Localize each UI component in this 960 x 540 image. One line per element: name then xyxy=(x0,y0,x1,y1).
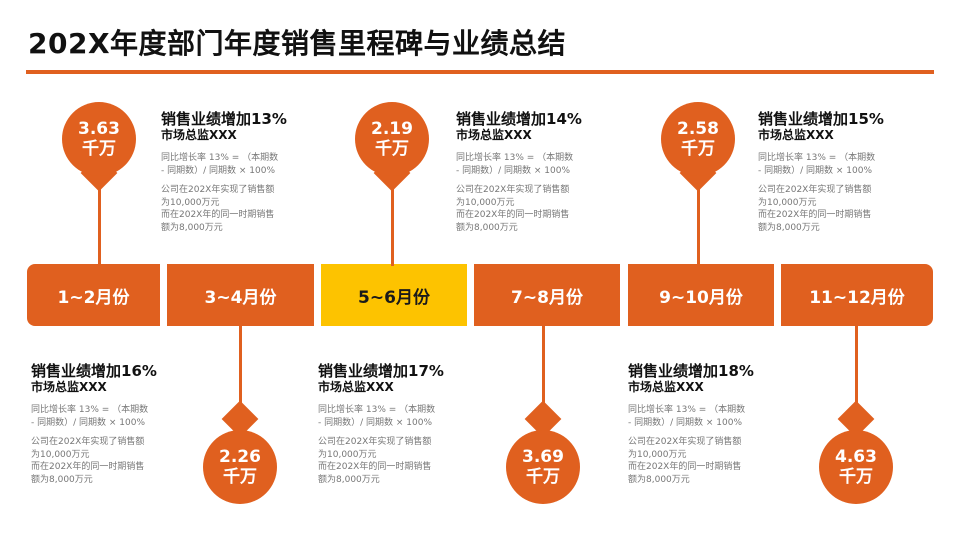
connector-line xyxy=(697,180,700,266)
milestone-bubble: 2.58 千万 xyxy=(661,102,735,176)
timeline-segment-label: 11~12月份 xyxy=(809,287,905,308)
milestone-heading: 销售业绩增加17% xyxy=(318,362,444,380)
milestone-owner: 市场总监XXX xyxy=(628,380,704,394)
connector-line xyxy=(239,324,242,424)
milestone-unit: 千万 xyxy=(681,139,715,159)
timeline-segment-label: 1~2月份 xyxy=(57,287,130,308)
milestone-owner: 市场总监XXX xyxy=(318,380,394,394)
milestone-text-block: 销售业绩增加14% 市场总监XXX 同比增长率 13% = （本期数 - 同期数… xyxy=(456,110,606,234)
timeline-segment-label: 5~6月份 xyxy=(358,287,430,308)
milestone-description: 公司在202X年实现了销售额 为10,000万元 而在202X年的同一时期销售 … xyxy=(161,185,275,233)
timeline-segment-label: 3~4月份 xyxy=(204,287,277,308)
timeline-segment-label: 9~10月份 xyxy=(659,287,743,308)
milestone-text-block: 销售业绩增加18% 市场总监XXX 同比增长率 13% = （本期数 - 同期数… xyxy=(628,362,778,486)
milestone-value: 4.63 xyxy=(835,446,877,467)
milestone-heading: 销售业绩增加13% xyxy=(161,110,287,128)
milestone-bubble: 4.63 千万 xyxy=(819,430,893,504)
timeline-segment-6: 11~12月份 xyxy=(781,264,933,326)
connector-line xyxy=(855,324,858,424)
milestone-description: 公司在202X年实现了销售额 为10,000万元 而在202X年的同一时期销售 … xyxy=(31,437,145,485)
milestone-formula: 同比增长率 13% = （本期数 - 同期数）/ 同期数 × 100% xyxy=(628,405,746,428)
milestone-bubble: 2.26 千万 xyxy=(203,430,277,504)
milestone-owner: 市场总监XXX xyxy=(758,128,834,142)
milestone-value: 3.69 xyxy=(522,446,564,467)
timeline-segment-5: 9~10月份 xyxy=(628,264,774,326)
timeline-segment-4: 7~8月份 xyxy=(474,264,620,326)
milestone-owner: 市场总监XXX xyxy=(31,380,107,394)
milestone-heading: 销售业绩增加14% xyxy=(456,110,582,128)
milestone-heading: 销售业绩增加18% xyxy=(628,362,754,380)
timeline-segment-1: 1~2月份 xyxy=(27,264,160,326)
milestone-text-block: 销售业绩增加13% 市场总监XXX 同比增长率 13% = （本期数 - 同期数… xyxy=(161,110,311,234)
title-underline xyxy=(26,70,934,74)
milestone-bubble: 3.63 千万 xyxy=(62,102,136,176)
milestone-description: 公司在202X年实现了销售额 为10,000万元 而在202X年的同一时期销售 … xyxy=(318,437,432,485)
timeline-segment-label: 7~8月份 xyxy=(511,287,583,308)
milestone-unit: 千万 xyxy=(526,467,560,487)
page-title: 202X年度部门年度销售里程碑与业绩总结 xyxy=(28,27,567,60)
milestone-formula: 同比增长率 13% = （本期数 - 同期数）/ 同期数 × 100% xyxy=(31,405,149,428)
milestone-bubble: 3.69 千万 xyxy=(506,430,580,504)
milestone-formula: 同比增长率 13% = （本期数 - 同期数）/ 同期数 × 100% xyxy=(318,405,436,428)
milestone-text-block: 销售业绩增加17% 市场总监XXX 同比增长率 13% = （本期数 - 同期数… xyxy=(318,362,468,486)
timeline-segment-2: 3~4月份 xyxy=(167,264,314,326)
milestone-bubble: 2.19 千万 xyxy=(355,102,429,176)
milestone-unit: 千万 xyxy=(82,139,116,159)
milestone-description: 公司在202X年实现了销售额 为10,000万元 而在202X年的同一时期销售 … xyxy=(758,185,872,233)
milestone-unit: 千万 xyxy=(223,467,257,487)
timeline-bar: 1~2月份 3~4月份 5~6月份 7~8月份 9~10月份 11~12月份 xyxy=(0,264,960,326)
milestone-owner: 市场总监XXX xyxy=(456,128,532,142)
milestone-unit: 千万 xyxy=(375,139,409,159)
milestone-value: 2.58 xyxy=(677,118,719,139)
milestone-value: 2.26 xyxy=(219,446,261,467)
milestone-heading: 销售业绩增加16% xyxy=(31,362,157,380)
milestone-unit: 千万 xyxy=(839,467,873,487)
milestone-description: 公司在202X年实现了销售额 为10,000万元 而在202X年的同一时期销售 … xyxy=(628,437,742,485)
milestone-text-block: 销售业绩增加16% 市场总监XXX 同比增长率 13% = （本期数 - 同期数… xyxy=(31,362,181,486)
milestone-value: 3.63 xyxy=(78,118,120,139)
connector-line xyxy=(391,180,394,266)
milestone-formula: 同比增长率 13% = （本期数 - 同期数）/ 同期数 × 100% xyxy=(758,153,876,176)
milestone-heading: 销售业绩增加15% xyxy=(758,110,884,128)
connector-line xyxy=(542,324,545,424)
milestone-description: 公司在202X年实现了销售额 为10,000万元 而在202X年的同一时期销售 … xyxy=(456,185,570,233)
milestone-formula: 同比增长率 13% = （本期数 - 同期数）/ 同期数 × 100% xyxy=(456,153,574,176)
connector-line xyxy=(98,180,101,266)
milestone-owner: 市场总监XXX xyxy=(161,128,237,142)
milestone-text-block: 销售业绩增加15% 市场总监XXX 同比增长率 13% = （本期数 - 同期数… xyxy=(758,110,908,234)
timeline-segment-3-highlighted: 5~6月份 xyxy=(321,264,467,326)
milestone-value: 2.19 xyxy=(371,118,413,139)
milestone-formula: 同比增长率 13% = （本期数 - 同期数）/ 同期数 × 100% xyxy=(161,153,279,176)
